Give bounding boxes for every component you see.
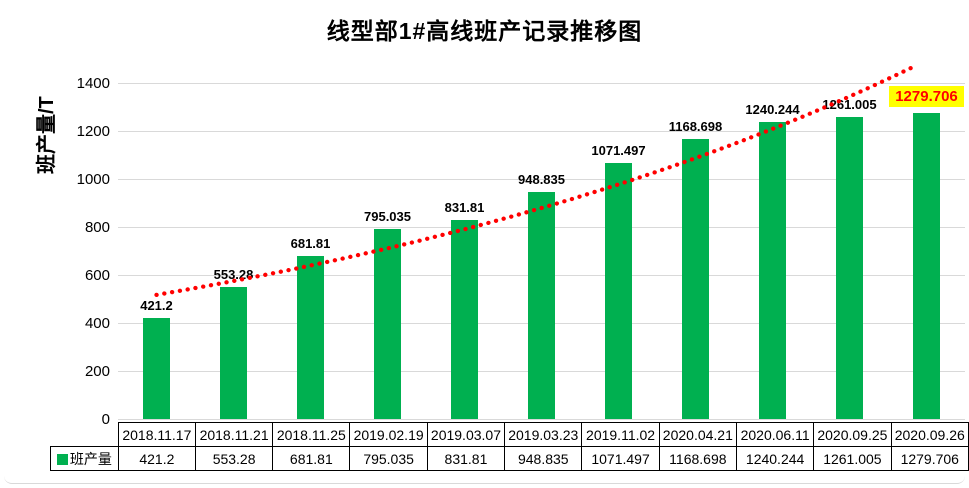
date-cell: 2019.02.19 [349, 422, 428, 447]
bar-slot: 831.81 [426, 60, 503, 419]
highlighted-value-label: 1279.706 [858, 85, 969, 107]
bar-value-label: 831.81 [444, 199, 485, 215]
bar-value-label: 948.835 [518, 171, 565, 187]
bar-value-label: 1071.497 [591, 142, 646, 158]
chart-title: 线型部1#高线班产记录推移图 [326, 18, 643, 44]
y-tick-label: 0 [101, 410, 110, 428]
bar-slot: 421.2 [118, 60, 195, 419]
bar[interactable] [143, 318, 170, 419]
date-cell: 2019.03.23 [504, 422, 583, 447]
value-cell: 795.035 [349, 446, 428, 471]
bar[interactable] [682, 139, 709, 419]
bar[interactable] [759, 122, 786, 419]
date-cell: 2020.09.26 [890, 422, 969, 447]
y-tick-label: 600 [84, 266, 110, 284]
y-tick-label: 200 [84, 362, 110, 380]
date-cell: 2020.04.21 [658, 422, 738, 447]
bar[interactable] [913, 112, 940, 419]
bar[interactable] [451, 219, 478, 419]
value-cell: 1168.698 [658, 446, 738, 471]
bar-value-label: 681.81 [290, 235, 331, 251]
bar[interactable] [605, 162, 632, 419]
gridline [118, 418, 965, 420]
bar-slot: 1168.698 [657, 60, 734, 419]
y-tick-label: 1000 [76, 171, 110, 189]
value-cell: 1240.244 [735, 446, 815, 471]
legend-cell: 班产量 [50, 446, 119, 471]
bar-slot: 1071.497 [580, 60, 657, 419]
y-tick-label: 400 [84, 314, 110, 332]
bar-slot: 1240.244 [734, 60, 811, 419]
chart-frame-edge [4, 476, 965, 484]
bar[interactable] [528, 191, 555, 419]
data-table: 2018.11.17 2018.11.21 2018.11.25 2019.02.19… [50, 422, 969, 471]
gridline [118, 83, 965, 85]
bar-slot: 795.035 [349, 60, 426, 419]
gridline [118, 131, 965, 133]
value-cell: 1261.005 [813, 446, 892, 471]
value-cell: 1279.706 [890, 446, 969, 471]
bar[interactable] [836, 117, 863, 419]
value-cell: 1071.497 [581, 446, 660, 471]
bar[interactable] [297, 255, 324, 419]
plot-area: 0 200 400 600 800 1000 1200 1400 421.2 553.28 681.… [77, 60, 965, 428]
date-cell: 2018.11.17 [117, 422, 196, 447]
bar-slot: 553.28 [195, 60, 272, 419]
legend-label: 班产量 [69, 450, 112, 467]
date-cell: 2020.06.11 [735, 422, 815, 447]
y-tick-label: 1200 [76, 123, 110, 141]
date-cell: 2020.09.25 [813, 422, 892, 447]
value-row: 班产量 421.2 553.28 681.81 795.035 831.81 948.83… [50, 446, 969, 471]
bar-slot: 1279.706 [888, 60, 965, 419]
table-corner-spacer [51, 423, 119, 447]
y-tick-label: 1400 [76, 75, 110, 93]
gridline [118, 179, 965, 181]
bar[interactable] [374, 228, 401, 419]
value-cell: 948.835 [504, 446, 583, 471]
date-cell: 2019.03.07 [426, 422, 506, 447]
bar-value-label: 1261.005 [822, 97, 877, 113]
legend-swatch-icon [56, 453, 68, 465]
y-tick-label: 800 [84, 219, 110, 237]
date-cell: 2018.11.25 [272, 422, 351, 447]
bar-value-label: 795.035 [364, 208, 411, 224]
bar[interactable] [220, 286, 247, 419]
value-cell: 553.28 [194, 446, 274, 471]
bar-slot: 681.81 [272, 60, 349, 419]
value-cell: 421.2 [117, 446, 196, 471]
y-axis-title: 班产量/T [36, 96, 58, 174]
bar-slot: 1261.005 [811, 60, 888, 419]
value-cell: 681.81 [272, 446, 351, 471]
bar-slot: 948.835 [503, 60, 580, 419]
bar-value-label: 1240.244 [745, 102, 800, 118]
bar-value-label: 421.2 [140, 298, 173, 314]
date-cell: 2019.11.02 [581, 422, 660, 447]
value-cell: 831.81 [426, 446, 506, 471]
date-row: 2018.11.17 2018.11.21 2018.11.25 2019.02.19… [51, 422, 969, 447]
trendline-dotted[interactable] [154, 65, 914, 298]
bar-value-label: 1168.698 [668, 119, 723, 135]
date-cell: 2018.11.21 [194, 422, 274, 447]
